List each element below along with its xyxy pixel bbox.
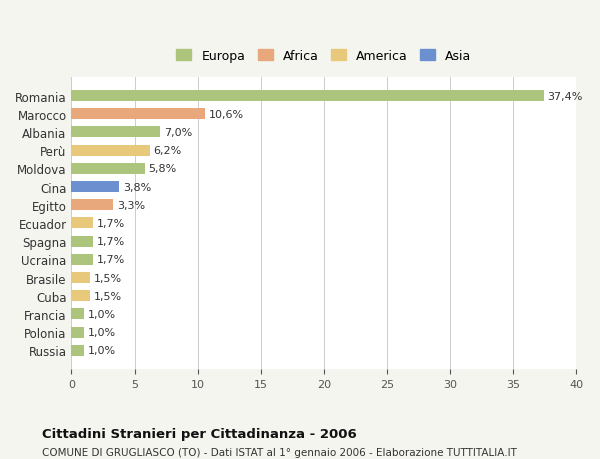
Bar	[71, 218, 93, 229]
Text: 10,6%: 10,6%	[209, 110, 244, 119]
Legend: Europa, Africa, America, Asia: Europa, Africa, America, Asia	[173, 46, 475, 67]
Bar	[71, 254, 93, 265]
Bar	[71, 182, 119, 193]
Text: COMUNE DI GRUGLIASCO (TO) - Dati ISTAT al 1° gennaio 2006 - Elaborazione TUTTITA: COMUNE DI GRUGLIASCO (TO) - Dati ISTAT a…	[42, 448, 517, 458]
Bar	[71, 127, 160, 138]
Text: 3,8%: 3,8%	[123, 182, 151, 192]
Bar	[71, 236, 93, 247]
Bar	[71, 109, 205, 120]
Bar	[71, 146, 150, 156]
Text: 3,3%: 3,3%	[117, 200, 145, 210]
Text: 1,7%: 1,7%	[97, 218, 125, 229]
Bar	[71, 163, 145, 174]
Text: 1,0%: 1,0%	[88, 309, 116, 319]
Bar	[71, 345, 84, 356]
Text: 1,0%: 1,0%	[88, 346, 116, 356]
Bar	[71, 291, 91, 302]
Text: 37,4%: 37,4%	[547, 91, 583, 101]
Text: 1,5%: 1,5%	[94, 273, 122, 283]
Text: Cittadini Stranieri per Cittadinanza - 2006: Cittadini Stranieri per Cittadinanza - 2…	[42, 427, 357, 440]
Text: 7,0%: 7,0%	[164, 128, 192, 138]
Text: 1,7%: 1,7%	[97, 255, 125, 265]
Text: 1,0%: 1,0%	[88, 327, 116, 337]
Bar	[71, 91, 544, 102]
Text: 6,2%: 6,2%	[154, 146, 182, 156]
Bar	[71, 327, 84, 338]
Text: 5,8%: 5,8%	[148, 164, 177, 174]
Bar	[71, 273, 91, 283]
Text: 1,7%: 1,7%	[97, 237, 125, 246]
Bar	[71, 200, 113, 211]
Text: 1,5%: 1,5%	[94, 291, 122, 301]
Bar	[71, 309, 84, 320]
